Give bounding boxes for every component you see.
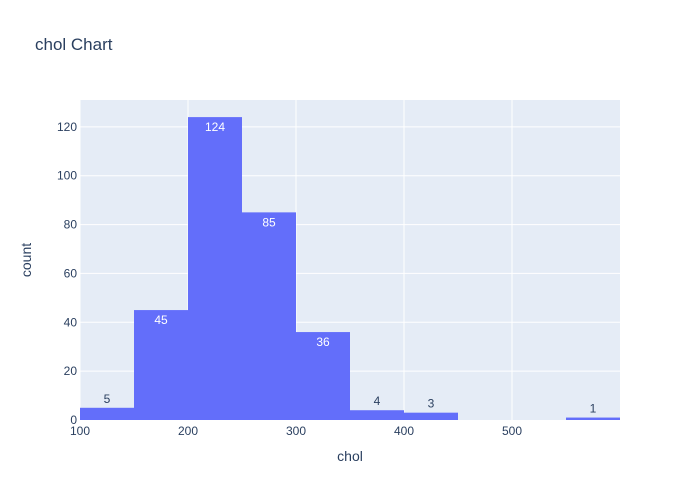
bar-value-label: 36: [316, 335, 330, 349]
histogram-bar: [566, 417, 620, 420]
x-tick-label: 300: [286, 424, 306, 438]
y-tick-labels: 0 20 40 60 80 100 120: [57, 120, 77, 427]
x-tick-label: 200: [178, 424, 198, 438]
y-tick-label: 0: [70, 413, 77, 427]
bar-value-label: 124: [205, 120, 225, 134]
histogram-bar: [80, 407, 134, 420]
y-tick-label: 60: [64, 266, 78, 280]
y-tick-label: 120: [57, 120, 77, 134]
x-axis-title: chol: [337, 448, 363, 464]
bar-value-label: 4: [374, 394, 381, 408]
histogram-bar: [134, 310, 188, 420]
x-tick-labels: 100 200 300 400 500: [70, 424, 522, 438]
chart-title: chol Chart: [35, 35, 113, 54]
bar-value-label: 1: [590, 402, 597, 416]
y-tick-label: 40: [64, 315, 78, 329]
histogram-bar: [188, 117, 242, 420]
histogram-bar: [404, 412, 458, 420]
histogram-bar: [350, 410, 404, 420]
x-tick-label: 500: [502, 424, 522, 438]
y-axis-title: count: [18, 243, 34, 277]
bars: [80, 117, 620, 420]
bar-value-label: 45: [154, 313, 168, 327]
x-tick-label: 400: [394, 424, 414, 438]
histogram-bar: [296, 332, 350, 420]
x-tick-label: 100: [70, 424, 90, 438]
bar-value-label: 3: [428, 397, 435, 411]
bar-labels: 5 45 124 85 36 4 3 1: [104, 120, 597, 415]
histogram-bar: [242, 212, 296, 420]
y-tick-label: 80: [64, 218, 78, 232]
y-tick-label: 20: [64, 364, 78, 378]
y-tick-label: 100: [57, 169, 77, 183]
bar-value-label: 85: [262, 215, 276, 229]
bar-value-label: 5: [104, 392, 111, 406]
